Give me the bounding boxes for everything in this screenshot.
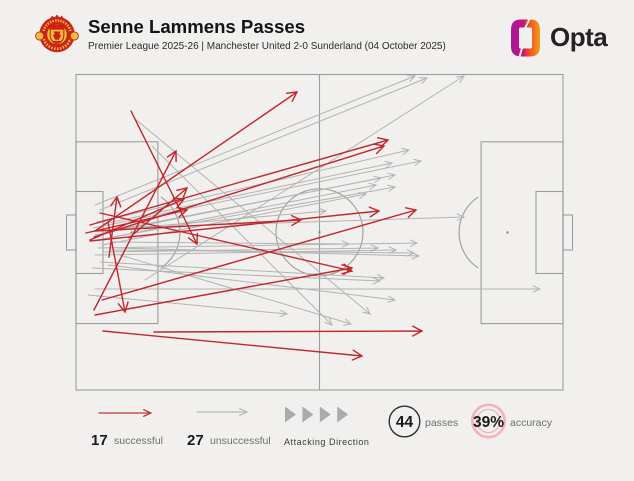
- svg-text:Attacking Direction: Attacking Direction: [284, 437, 369, 447]
- svg-text:accuracy: accuracy: [510, 417, 553, 429]
- svg-text:Premier League 2025-26 | Manch: Premier League 2025-26 | Manchester Unit…: [88, 41, 446, 52]
- svg-text:Senne Lammens Passes: Senne Lammens Passes: [88, 16, 305, 37]
- svg-text:27: 27: [187, 432, 204, 449]
- svg-text:44: 44: [396, 414, 414, 431]
- svg-text:unsuccessful: unsuccessful: [210, 435, 271, 447]
- svg-text:successful: successful: [114, 435, 163, 447]
- svg-text:Opta: Opta: [550, 22, 608, 52]
- svg-text:passes: passes: [425, 417, 458, 429]
- svg-text:39%: 39%: [473, 414, 504, 431]
- svg-text:17: 17: [91, 432, 108, 449]
